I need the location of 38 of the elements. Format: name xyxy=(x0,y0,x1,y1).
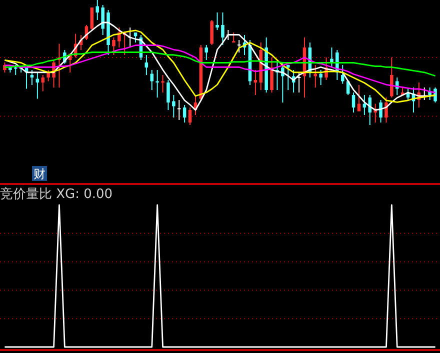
candlestick xyxy=(204,44,208,60)
candlestick xyxy=(216,12,219,30)
candlestick xyxy=(221,12,224,46)
candlestick xyxy=(144,54,148,76)
candlestick xyxy=(254,70,258,96)
candlestick xyxy=(172,94,176,118)
candlestick xyxy=(237,40,241,53)
candlestick xyxy=(281,62,284,103)
candlestick xyxy=(314,64,318,88)
candlestick xyxy=(188,107,192,126)
candlestick xyxy=(41,74,45,92)
candlestick xyxy=(379,100,382,123)
candlestick xyxy=(14,64,18,76)
candlestick xyxy=(182,104,186,123)
candlestick xyxy=(319,70,322,86)
candlestick xyxy=(352,92,356,113)
candlestick xyxy=(286,64,290,90)
candlestick xyxy=(118,27,121,48)
text: 财 xyxy=(34,167,46,181)
candlestick xyxy=(134,32,138,43)
candlestick xyxy=(297,72,301,93)
candlestick xyxy=(340,64,344,84)
candlestick xyxy=(177,100,181,120)
candlestick xyxy=(368,94,372,126)
candlestick xyxy=(150,70,154,90)
candlestick xyxy=(112,37,116,56)
candlestick xyxy=(96,0,100,20)
candlestick xyxy=(384,97,388,123)
candlestick xyxy=(46,70,50,82)
candlestick xyxy=(390,57,394,98)
candlestick xyxy=(30,70,34,86)
candlestick xyxy=(270,57,274,93)
candlestick xyxy=(357,84,361,112)
candlestick xyxy=(210,20,214,46)
chart-title: 竞价量比 XG: 0.00 xyxy=(0,187,113,202)
candlestick xyxy=(101,4,104,36)
candlestick xyxy=(166,80,170,110)
candlestick xyxy=(90,7,94,30)
